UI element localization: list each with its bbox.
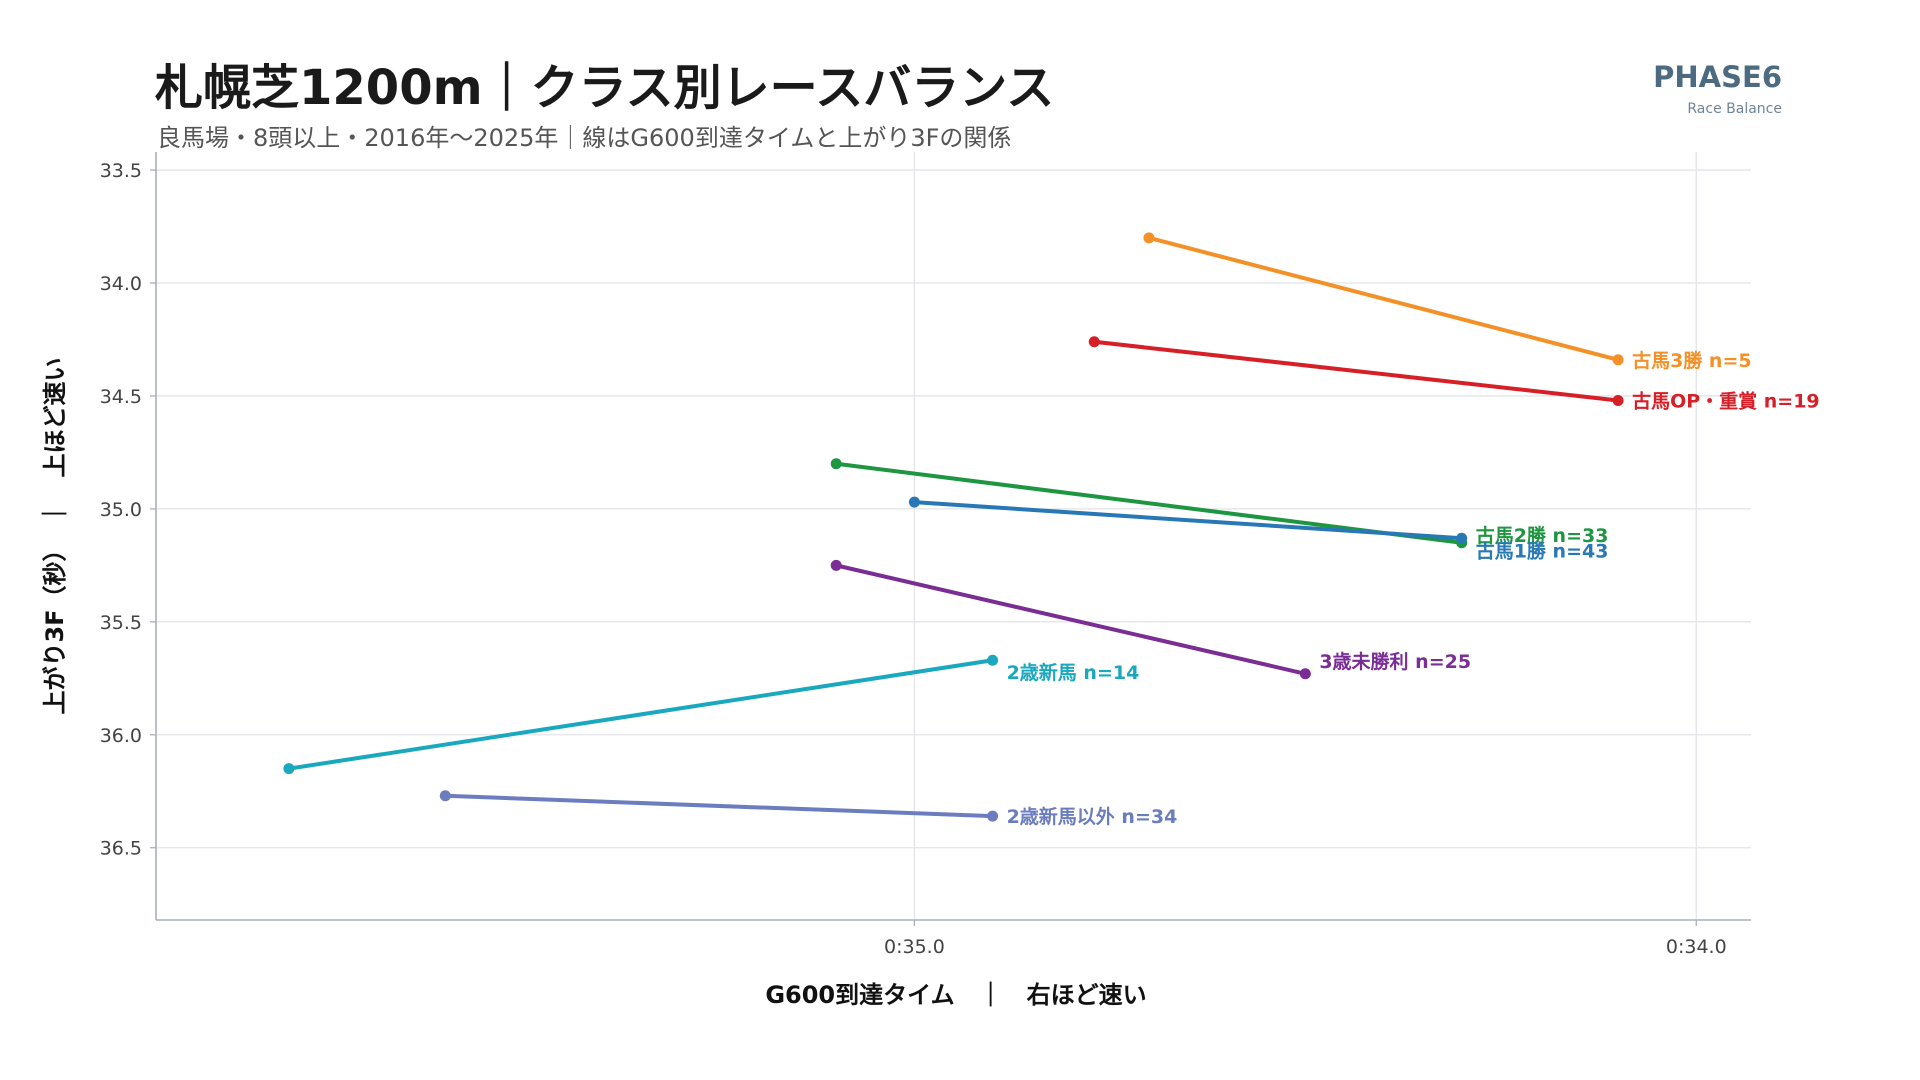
y-tick-label: 33.5 [100,160,142,182]
data-point [283,763,295,775]
brand-tagline: Race Balance [1687,101,1782,117]
y-tick-label: 35.0 [100,499,142,521]
data-point [1088,336,1100,348]
y-axis-ticks: 33.5 34.0 34.5 35.0 35.5 36.0 36.5 [100,160,156,860]
series-label: 古馬3勝 n=5 [1632,349,1752,372]
series-line [1146,235,1621,362]
data-point [1456,532,1468,544]
data-point [830,458,842,470]
series-3歳未勝利 [830,559,1311,680]
grid-lines [156,152,1751,920]
series-label: 2歳新馬以外 n=34 [1007,805,1178,828]
data-point [830,559,842,571]
series-line [912,500,1464,541]
series-layer [283,232,1624,822]
y-tick-label: 36.5 [100,838,142,860]
x-tick-label: 0:35.0 [884,936,945,958]
y-tick-label: 35.5 [100,612,142,634]
series-2歳新馬以外 [439,790,999,822]
chart-title: 札幌芝1200m｜クラス別レースバランス [155,60,1055,116]
series-label: 古馬2勝 n=33 [1476,524,1609,547]
x-axis-ticks: 0:35.0 0:34.0 [884,920,1727,958]
data-point [1299,668,1311,680]
x-axis-label: G600到達タイム ｜ 右ほど速い [765,981,1146,1009]
data-point [1612,354,1624,366]
series-line [443,793,995,819]
series-label: 古馬1勝 n=43 [1476,539,1609,562]
y-tick-label: 34.5 [100,386,142,408]
data-point [987,654,999,666]
series-label: 2歳新馬 n=14 [1007,661,1140,684]
series-2歳新馬 [283,654,999,775]
data-point [908,496,920,508]
y-tick-label: 36.0 [100,725,142,747]
series-line [286,658,995,771]
series-古馬OP・重賞 [1088,336,1624,406]
y-tick-label: 34.0 [100,273,142,295]
data-point [439,790,451,802]
series-古馬1勝 [908,496,1468,544]
x-tick-label: 0:34.0 [1666,936,1727,958]
series-line [1092,339,1621,403]
data-point [987,810,999,822]
chart-subtitle: 良馬場・8頭以上・2016年〜2025年｜線はG600到達タイムと上がり3Fの関… [157,124,1012,152]
brand-logo: PHASE6 [1653,60,1782,94]
data-point [1612,394,1624,406]
data-point [1143,232,1155,244]
series-label: 3歳未勝利 n=25 [1319,650,1471,673]
series-label: 古馬OP・重賞 n=19 [1632,389,1820,412]
series-古馬3勝 [1143,232,1624,366]
y-axis-label: 上がり3F（秒） ｜ 上ほど速い [41,357,69,714]
series-line [834,563,1308,676]
